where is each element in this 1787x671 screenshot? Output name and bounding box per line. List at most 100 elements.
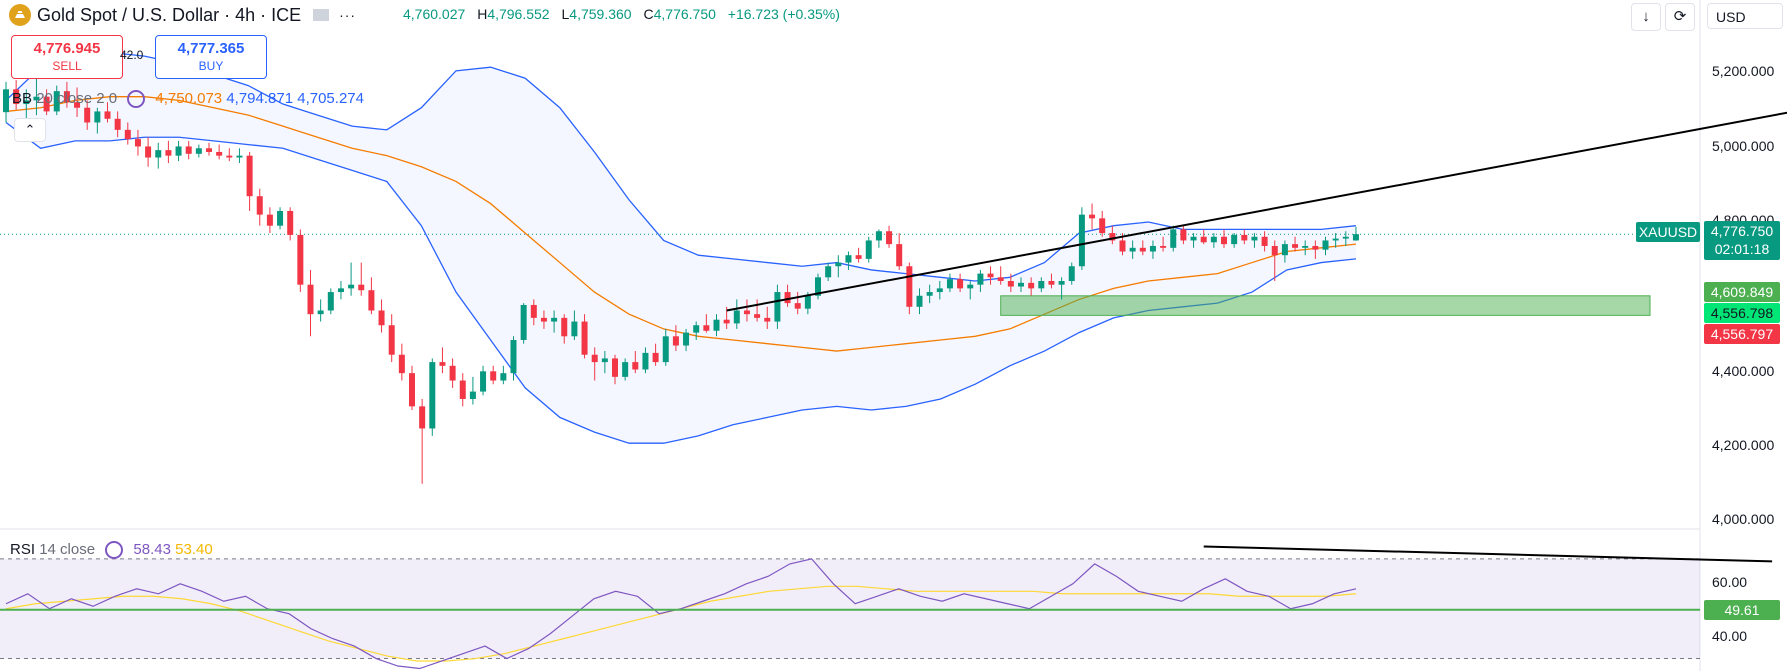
download-icon[interactable]: ↓ bbox=[1631, 3, 1661, 31]
candle-body bbox=[886, 231, 893, 245]
last-price: 4,776.750 bbox=[1710, 223, 1774, 239]
sell-button[interactable]: 4,776.945 SELL bbox=[11, 35, 123, 79]
sell-label: SELL bbox=[52, 59, 82, 73]
collapse-legend-button[interactable]: ⌃ bbox=[14, 118, 46, 142]
candle-body bbox=[1292, 244, 1299, 248]
bb-params: 20 close 2 0 bbox=[36, 90, 118, 107]
candle-body bbox=[459, 380, 466, 399]
zone-bottom-tag: 4,556.798 bbox=[1704, 303, 1780, 323]
candle-body bbox=[977, 273, 984, 285]
candle-body bbox=[1312, 245, 1319, 250]
zone-bottom-red-tag: 4,556.797 bbox=[1704, 324, 1780, 344]
candle-body bbox=[754, 314, 761, 318]
candle-body bbox=[784, 292, 791, 304]
candle-body bbox=[591, 354, 598, 363]
candle-body bbox=[216, 151, 223, 156]
candle-body bbox=[632, 362, 639, 370]
candle-body bbox=[378, 310, 385, 326]
candle-body bbox=[43, 96, 50, 112]
refresh-icon[interactable] bbox=[105, 541, 124, 560]
candle-body bbox=[155, 150, 162, 158]
candle-body bbox=[743, 310, 750, 315]
high-value: 4,796.552 bbox=[487, 6, 550, 22]
candle-body bbox=[337, 288, 344, 293]
price-axis-label: 4,000.000 bbox=[1712, 511, 1775, 527]
candle-body bbox=[145, 146, 152, 158]
candle-body bbox=[662, 336, 669, 363]
candle-body bbox=[845, 255, 852, 263]
candle-body bbox=[94, 111, 101, 123]
close-value: 4,776.750 bbox=[653, 6, 716, 22]
candle-body bbox=[1241, 234, 1248, 241]
candle-body bbox=[297, 234, 304, 285]
candle-body bbox=[1342, 236, 1349, 239]
candle-body bbox=[540, 317, 547, 322]
ohlc-values: 4,760.027 H4,796.552 L4,759.360 C4,776.7… bbox=[403, 6, 848, 22]
candle-body bbox=[1058, 281, 1065, 285]
candle-body bbox=[622, 362, 629, 377]
candle-body bbox=[601, 358, 608, 363]
candle-body bbox=[1149, 245, 1156, 252]
candle-body bbox=[1302, 245, 1309, 248]
candle-body bbox=[967, 284, 974, 289]
candle-body bbox=[703, 325, 710, 331]
symbol-title[interactable]: Gold Spot / U.S. Dollar · 4h · ICE bbox=[37, 4, 302, 25]
last-price-tag: 4,776.750 02:01:18 bbox=[1704, 221, 1780, 260]
candle-body bbox=[855, 255, 862, 259]
currency-select[interactable]: USD bbox=[1707, 3, 1783, 29]
symbol-tag: XAUUSD bbox=[1636, 222, 1700, 242]
refresh-icon[interactable] bbox=[127, 90, 146, 109]
candle-body bbox=[1018, 282, 1024, 287]
candle-body bbox=[936, 288, 943, 293]
symbol-header[interactable]: Gold Spot / U.S. Dollar · 4h · ICE ··· bbox=[0, 0, 356, 30]
candle-body bbox=[1190, 236, 1197, 241]
candle-body bbox=[327, 292, 334, 311]
candle-body bbox=[500, 373, 507, 381]
spread-value: 42.0 bbox=[120, 48, 144, 62]
candle-body bbox=[581, 321, 588, 355]
rsi-legend[interactable]: RSI 14 close 58.43 53.40 bbox=[10, 541, 213, 560]
candle-body bbox=[804, 295, 811, 309]
candle-body bbox=[1322, 240, 1329, 250]
flag-icon[interactable] bbox=[313, 9, 330, 21]
candle-body bbox=[1200, 236, 1207, 243]
candle-body bbox=[1281, 244, 1288, 256]
bb-legend[interactable]: BB 20 close 2 0 4,750.073 4,794.871 4,70… bbox=[12, 90, 364, 109]
ohlc-key: H bbox=[477, 6, 488, 22]
candle-body bbox=[1129, 247, 1136, 252]
candle-body bbox=[23, 100, 30, 105]
candle-body bbox=[1251, 236, 1258, 241]
candle-body bbox=[1180, 229, 1187, 241]
buy-button[interactable]: 4,777.365 BUY bbox=[155, 35, 267, 79]
ohlc-key: L bbox=[561, 6, 570, 22]
candle-body bbox=[957, 279, 964, 289]
rsi-params: 14 close bbox=[39, 541, 96, 558]
buy-price: 4,777.365 bbox=[177, 40, 245, 57]
candle-body bbox=[358, 284, 365, 291]
bb-lower-value: 4,705.274 bbox=[297, 90, 364, 107]
candle-body bbox=[997, 277, 1004, 281]
candle-body bbox=[287, 210, 294, 235]
ohlc-key: C bbox=[643, 6, 654, 22]
buy-label: BUY bbox=[198, 59, 224, 73]
change-value: +16.723 (+0.35%) bbox=[727, 6, 840, 22]
rsi-name: RSI bbox=[10, 541, 36, 558]
candle-body bbox=[419, 406, 426, 429]
chevron-up-icon: ⌃ bbox=[24, 122, 36, 137]
candle-body bbox=[1221, 236, 1227, 245]
more-options-icon[interactable]: ··· bbox=[339, 7, 357, 23]
replay-icon[interactable]: ⟳ bbox=[1665, 3, 1695, 31]
candle-body bbox=[368, 290, 375, 311]
candle-body bbox=[723, 319, 730, 324]
candle-body bbox=[206, 148, 212, 152]
bb-basis-line bbox=[5, 96, 1357, 352]
candle-body bbox=[84, 107, 91, 123]
candle-body bbox=[13, 89, 20, 105]
candle-body bbox=[348, 284, 355, 289]
candle-body bbox=[1332, 238, 1339, 241]
candle-body bbox=[185, 146, 192, 154]
candle-body bbox=[124, 129, 131, 140]
candle-body bbox=[693, 325, 700, 333]
candle-body bbox=[916, 295, 923, 307]
